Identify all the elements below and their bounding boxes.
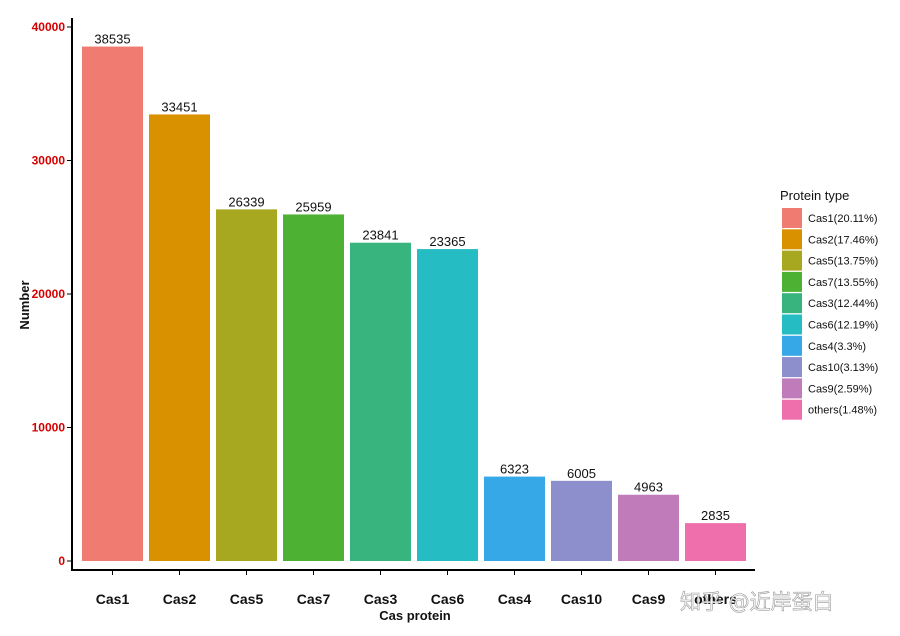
data-label: 25959	[295, 199, 331, 214]
x-tick-label: Cas6	[431, 591, 465, 607]
data-label: 6323	[500, 462, 529, 477]
legend-title: Protein type	[780, 188, 849, 203]
legend-label: Cas10(3.13%)	[808, 362, 878, 374]
bar-cas5	[216, 209, 277, 562]
data-label: 23365	[429, 234, 465, 249]
legend-swatch	[782, 271, 802, 292]
legend-label: Cas1(20.11%)	[808, 213, 878, 225]
x-tick-label: others	[694, 591, 737, 607]
legend: Protein type Cas1(20.11%) Cas2(17.46%) Cas…	[780, 188, 878, 420]
data-label: 26339	[228, 194, 264, 209]
x-tick-label: Cas5	[230, 591, 264, 607]
y-axis-title: Number	[17, 280, 32, 329]
watermark: 知乎 @近岸蛋白	[680, 590, 834, 614]
legend-swatch	[782, 357, 802, 378]
axes: 0 10000 20000 30000 40000 Cas1 Cas2 Cas5 Cas7 Cas…	[32, 18, 755, 607]
legend-swatch	[782, 229, 802, 250]
bar-cas7	[283, 214, 344, 561]
y-tick-label: 20000	[32, 287, 66, 301]
y-tick-label: 10000	[32, 421, 66, 435]
data-label: 4963	[634, 480, 663, 495]
x-tick-label: Cas3	[364, 591, 398, 607]
x-tick-label: Cas9	[632, 591, 666, 607]
bar-cas1	[82, 46, 143, 562]
x-tick-label: Cas10	[561, 591, 602, 607]
x-tick-label: Cas7	[297, 591, 331, 607]
bar-cas4	[484, 476, 545, 561]
bar-cas2	[149, 114, 210, 562]
bar-cas9	[618, 494, 679, 561]
legend-label: Cas7(13.55%)	[808, 277, 878, 289]
data-labels: 38535 33451 26339 25959 23841 23365 6323 6005 49…	[94, 32, 730, 524]
y-tick-label: 30000	[32, 154, 66, 168]
bar-cas6	[417, 249, 478, 561]
legend-label: Cas5(13.75%)	[808, 256, 878, 268]
data-label: 2835	[701, 508, 730, 523]
data-label: 6005	[567, 466, 596, 481]
legend-label: Cas6(12.19%)	[808, 320, 878, 332]
data-label: 23841	[362, 228, 398, 243]
x-tick-label: Cas1	[96, 591, 130, 607]
x-tick-label: Cas4	[498, 591, 532, 607]
legend-swatch	[782, 399, 802, 420]
bars	[82, 46, 746, 562]
legend-label: Cas3(12.44%)	[808, 298, 878, 310]
y-tick-label: 0	[58, 554, 65, 568]
legend-swatch	[782, 293, 802, 314]
data-label: 38535	[94, 32, 130, 47]
legend-label: Cas4(3.3%)	[808, 341, 866, 353]
data-label: 33451	[161, 99, 197, 114]
legend-swatch	[782, 208, 802, 228]
legend-swatch	[782, 335, 802, 356]
bar-others	[685, 523, 746, 561]
legend-label: others(1.48%)	[808, 405, 877, 417]
bar-cas10	[551, 480, 612, 561]
legend-label: Cas9(2.59%)	[808, 383, 872, 395]
x-tick-label: Cas2	[163, 591, 197, 607]
bar-cas3	[350, 242, 411, 561]
legend-label: Cas2(17.46%)	[808, 234, 878, 246]
legend-swatch	[782, 250, 802, 271]
x-axis-title: Cas protein	[379, 608, 451, 623]
legend-swatch	[782, 314, 802, 335]
y-tick-label: 40000	[32, 20, 66, 34]
legend-swatch	[782, 378, 802, 399]
